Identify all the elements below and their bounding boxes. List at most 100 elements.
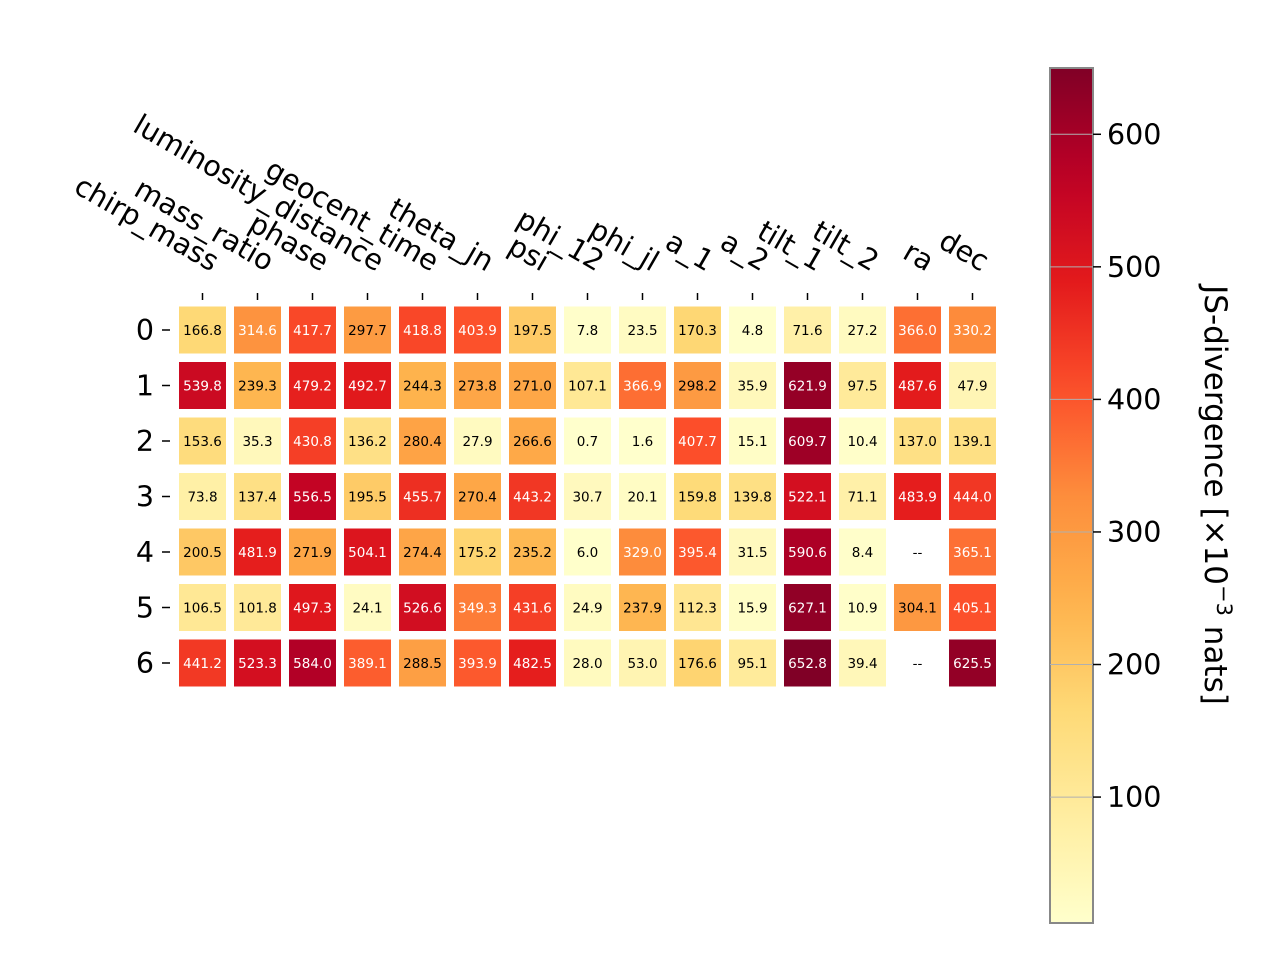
heatmap-cell — [619, 306, 666, 354]
heatmap-cell — [509, 473, 556, 520]
heatmap-cell — [949, 473, 996, 520]
heatmap-cell — [564, 584, 611, 631]
cell-value-label: 627.1 — [788, 601, 827, 617]
heatmap-cell — [784, 306, 831, 354]
cell-value-label: 430.8 — [293, 434, 332, 450]
heatmap-cell — [509, 306, 556, 354]
cell-value-label: 395.4 — [678, 545, 717, 561]
cell-value-label: 176.6 — [678, 656, 717, 672]
heatmap-cell — [344, 362, 391, 409]
cell-value-label: 137.0 — [898, 434, 937, 450]
heatmap-cell — [179, 473, 226, 520]
heatmap-cell — [894, 362, 941, 409]
cell-value-label: 280.4 — [403, 434, 442, 450]
cell-value-label: 10.4 — [847, 434, 877, 450]
cell-value-label: 417.7 — [293, 323, 332, 339]
colorbar-tick-label: 600 — [1107, 118, 1161, 151]
cell-value-label: 389.1 — [348, 656, 387, 672]
heatmap-cell — [179, 362, 226, 409]
heatmap-cell — [509, 528, 556, 576]
heatmap-cell — [894, 306, 941, 354]
heatmap-cell — [729, 639, 776, 687]
cell-value-label: 20.1 — [627, 490, 657, 506]
heatmap-cell — [729, 306, 776, 354]
x-tick-label: dec — [934, 224, 995, 278]
heatmap-cell — [399, 417, 446, 465]
heatmap-cell — [949, 417, 996, 465]
cell-value-label: 71.1 — [847, 490, 877, 506]
heatmap-cell — [729, 528, 776, 576]
cell-value-label: 10.9 — [847, 601, 877, 617]
cell-value-label: 652.8 — [788, 656, 827, 672]
cell-value-label: 237.9 — [623, 601, 662, 617]
heatmap-cell — [619, 584, 666, 631]
cell-value-label: 492.7 — [348, 379, 387, 395]
cell-value-label: 200.5 — [183, 545, 222, 561]
cell-value-label: 329.0 — [623, 545, 662, 561]
heatmap-cell — [729, 362, 776, 409]
cell-value-label: 73.8 — [187, 490, 217, 506]
heatmap-cell — [619, 362, 666, 409]
heatmap-cell — [289, 306, 336, 354]
heatmap-cell — [564, 306, 611, 354]
colorbar-tick-label: 500 — [1107, 251, 1161, 284]
heatmap-cell — [729, 417, 776, 465]
cell-value-label: 407.7 — [678, 434, 717, 450]
heatmap-cell — [729, 473, 776, 520]
heatmap-cell — [454, 362, 501, 409]
cell-value-label: 479.2 — [293, 379, 332, 395]
cell-value-label: 170.3 — [678, 323, 717, 339]
cell-missing-label: -- — [913, 656, 923, 672]
cell-value-label: 239.3 — [238, 379, 277, 395]
heatmap-cell — [454, 473, 501, 520]
heatmap-cell — [564, 417, 611, 465]
heatmap-cell — [839, 528, 886, 576]
heatmap-cell — [839, 417, 886, 465]
cell-value-label: 271.9 — [293, 545, 332, 561]
cell-value-label: 403.9 — [458, 323, 497, 339]
cell-value-label: 288.5 — [403, 656, 442, 672]
heatmap-cell — [564, 362, 611, 409]
heatmap-cell — [949, 306, 996, 354]
cell-value-label: 27.9 — [462, 434, 492, 450]
cell-value-label: 166.8 — [183, 323, 222, 339]
heatmap-cell — [564, 639, 611, 687]
heatmap-cell — [399, 528, 446, 576]
y-tick-label: 5 — [136, 592, 154, 625]
heatmap-cell — [234, 417, 281, 465]
cell-value-label: 139.8 — [733, 490, 772, 506]
cell-value-label: 487.6 — [898, 379, 937, 395]
heatmap-cell — [839, 584, 886, 631]
cell-value-label: 405.1 — [953, 601, 992, 617]
cell-value-label: 95.1 — [737, 656, 767, 672]
cell-value-label: 153.6 — [183, 434, 222, 450]
heatmap-cell — [674, 473, 721, 520]
heatmap-cell — [234, 306, 281, 354]
cell-value-label: 523.3 — [238, 656, 277, 672]
heatmap-cell — [179, 584, 226, 631]
heatmap-cell — [619, 639, 666, 687]
y-tick-label: 6 — [136, 647, 154, 680]
heatmap-cell — [839, 306, 886, 354]
cell-value-label: 0.7 — [577, 434, 598, 450]
heatmap-cell — [509, 417, 556, 465]
cell-value-label: 112.3 — [678, 601, 717, 617]
heatmap-cell — [234, 584, 281, 631]
heatmap-cell — [949, 362, 996, 409]
heatmap-cell — [344, 417, 391, 465]
x-tick-label: a_1 — [660, 225, 720, 279]
heatmap-cell — [179, 528, 226, 576]
cell-value-label: 297.7 — [348, 323, 387, 339]
cell-value-label: 556.5 — [293, 490, 332, 506]
heatmap-cell — [564, 473, 611, 520]
cell-value-label: 195.5 — [348, 490, 387, 506]
cell-value-label: 31.5 — [737, 545, 767, 561]
y-tick-label: 0 — [136, 314, 154, 347]
cell-value-label: 197.5 — [513, 323, 552, 339]
heatmap-cells: 166.8 314.6 417.7 297.7 418.8 403.9 197.5 7.8 23… — [179, 306, 996, 687]
colorbar: 100 200 300 400 500 600 JS-divergence [×10−3 n… — [1049, 67, 1236, 924]
cell-value-label: 526.6 — [403, 601, 442, 617]
heatmap-cell — [674, 417, 721, 465]
cell-value-label: 274.4 — [403, 545, 442, 561]
